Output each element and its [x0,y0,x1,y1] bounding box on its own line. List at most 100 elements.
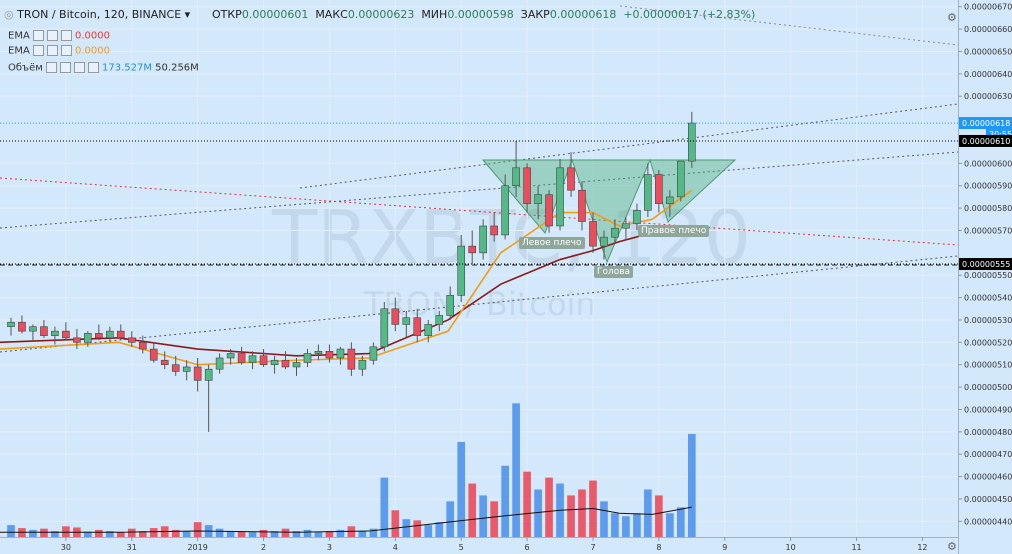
volume-bar [687,433,696,537]
watermark: TRXBTC, 120 [272,195,751,281]
x-tick-label: 8 [656,543,661,552]
ohlc-stats: ОТКР0.00000601 МАКС0.00000623 МИН0.00000… [212,8,755,21]
volume-bar [215,528,224,537]
volume-bar [226,531,235,537]
annotation[interactable]: Голова [594,266,634,278]
candle-body [501,185,509,236]
scale-settings-icon[interactable]: ⚙ [947,540,957,553]
volume-bar [622,516,630,537]
candle-body [633,210,641,225]
legend-close[interactable] [60,45,72,56]
volume-bar [259,529,268,537]
volume-bar [303,529,312,537]
volume-bar [457,441,466,537]
y-tick-label: 0.00000650 [964,47,1012,56]
candle-body [7,321,15,327]
settings-icon[interactable]: ⚙ [947,11,957,24]
candle-body [512,167,520,187]
volume-bar [644,489,652,537]
legend-name: Объём [8,62,43,74]
legend-settings[interactable] [46,30,58,41]
x-tick-label: 11 [851,543,861,552]
volume-bar [380,477,389,537]
volume-bar [171,529,180,537]
legend-name: EMA [8,30,30,42]
candle-body [666,196,674,204]
candle-body [347,348,356,370]
legend-settings[interactable] [59,62,71,73]
legend-row: EMA 0.0000 [8,45,110,57]
candle-body [545,194,553,227]
volume-bar [655,495,663,537]
dropdown-caret[interactable]: ▾ [181,8,191,21]
candle-body [611,227,619,238]
candle-body [127,337,136,343]
y-tick-label: 0.00000490 [964,405,1012,414]
y-tick-label: 0.00000580 [964,204,1012,213]
x-tick-label: 4 [393,543,398,552]
y-tick-label: 0.00000640 [964,70,1012,79]
stat-label: МИН [421,8,448,21]
candle-body [116,330,125,339]
volume-bar [413,520,422,537]
trend-line [299,103,959,189]
trend-line [0,151,959,229]
candle-body [523,167,531,204]
volume-bar [633,513,641,537]
legend-settings[interactable] [46,45,58,56]
stat-value: 0.00000598 [447,8,514,21]
legend-close[interactable] [60,30,72,41]
volume-bar [523,471,531,537]
candle-body [106,330,114,339]
legend-more[interactable] [87,62,99,73]
volume-bar [358,531,367,537]
candle-body [325,350,334,359]
y-tick-label: 0.00000630 [964,92,1012,101]
candle-body [237,353,246,363]
candle-body [29,326,37,332]
volume-bar [391,510,400,537]
legend-value: 0.0000 [74,30,110,42]
candle-body [578,189,586,222]
stat-label: ЗАКР [520,8,550,21]
candle-body [435,315,444,325]
stat-label: ОТКР [212,8,242,21]
volume-bar [270,531,279,537]
volume-ma-line [0,506,692,533]
volume-bar [676,507,685,537]
volume-bar [534,489,542,537]
annotation[interactable]: Левое плечо [519,237,585,249]
volume-bar [325,531,334,537]
annotation[interactable]: Правое плечо [638,225,710,237]
volume-bar [424,525,433,537]
price-label: 0.00000610 [962,137,1010,146]
legend-value: 0.0000 [74,45,110,57]
candle-body [182,366,191,372]
volume-bar [106,531,114,537]
countdown-box [986,129,1012,141]
volume-bar [248,532,257,537]
y-tick-label: 0.00000590 [964,182,1012,191]
candle-body [62,330,70,339]
y-tick-label: 0.00000530 [964,316,1012,325]
candle-body [424,324,433,336]
candle-body [18,321,26,332]
candle-body [248,355,257,363]
header: ◎ TRON / Bitcoin, 120, BINANCE ▾ [4,8,190,21]
y-tick-label: 0.00000520 [964,338,1012,347]
legend-eye[interactable] [32,30,44,41]
candle-body [600,236,608,247]
volume-bar [29,529,37,537]
legend-eye[interactable] [32,45,44,56]
y-tick-label: 0.00000460 [964,473,1012,482]
legend-close[interactable] [73,62,85,73]
legend-eye[interactable] [45,62,57,73]
trend-line [0,255,959,353]
candle-body [171,364,180,372]
volume-bar [479,495,487,537]
candle-body [688,122,696,162]
candle-body [677,160,685,198]
candle-body [358,359,367,370]
symbol-title[interactable]: TRON / Bitcoin, 120, BINANCE [17,8,182,21]
